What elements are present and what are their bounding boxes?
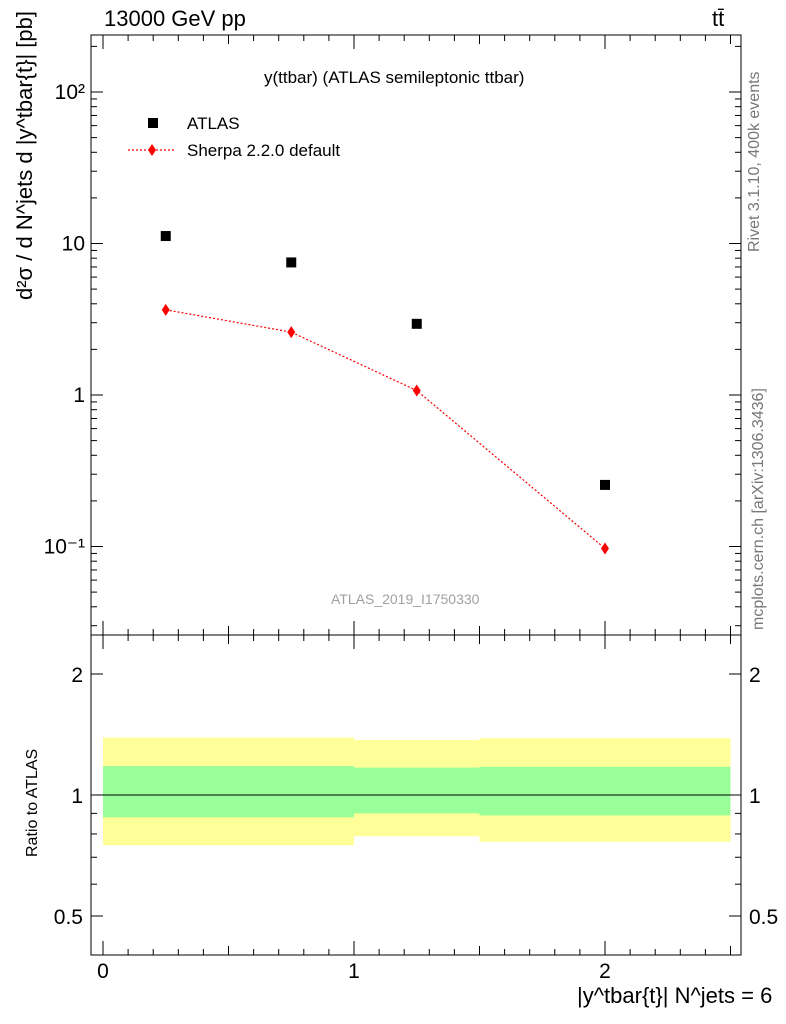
ratio-tick-label-right: 1 xyxy=(749,785,761,808)
y-tick-label: 10 xyxy=(62,233,85,256)
legend-label-atlas: ATLAS xyxy=(187,114,240,133)
ratio-axis-title: Ratio to ATLAS xyxy=(24,748,41,857)
y-axis-title: d²σ / d N^jets d |y^tbar{t}| [pb] xyxy=(12,10,37,300)
rivet-version-label: Rivet 3.1.10, 400k events xyxy=(746,71,763,252)
ratio-band-green xyxy=(354,767,480,814)
y-tick-label: 10² xyxy=(55,81,85,104)
energy-label: 13000 GeV pp xyxy=(104,6,246,31)
x-axis-title: |y^tbar{t}| N^jets = 6 xyxy=(577,983,773,1008)
y-tick-label: 10⁻¹ xyxy=(44,536,85,559)
atlas-point xyxy=(286,257,297,268)
atlas-point xyxy=(411,318,422,329)
ratio-tick-label: 0.5 xyxy=(54,906,83,929)
process-label: tt̄ xyxy=(712,6,725,31)
atlas-point xyxy=(600,479,610,490)
ratio-tick-label: 2 xyxy=(71,664,83,687)
mcplots-label: mcplots.cern.ch [arXiv:1306.3436] xyxy=(750,388,767,630)
sherpa-point xyxy=(412,384,421,397)
x-tick-label: 0 xyxy=(97,960,109,983)
ratio-uncertainty-bands xyxy=(103,737,731,846)
legend xyxy=(128,118,176,156)
ratio-band-green xyxy=(103,766,229,818)
sherpa-point xyxy=(287,326,296,339)
atlas-point xyxy=(160,231,171,242)
ratio-tick-label: 1 xyxy=(71,785,83,808)
legend-label-sherpa: Sherpa 2.2.0 default xyxy=(187,141,341,160)
x-tick-label: 1 xyxy=(348,960,360,983)
x-tick-label: 2 xyxy=(599,960,611,983)
sherpa-series-line xyxy=(165,309,606,549)
sherpa-point xyxy=(601,542,609,555)
ratio-band-green xyxy=(228,766,354,818)
legend-marker-atlas xyxy=(148,118,158,128)
ratio-tick-label-right: 2 xyxy=(749,664,761,687)
sherpa-point xyxy=(161,303,170,316)
ratio-band-green xyxy=(479,766,731,816)
ratio-tick-label-right: 0.5 xyxy=(749,906,778,929)
plot-title: y(ttbar) (ATLAS semileptonic ttbar) xyxy=(264,68,525,87)
analysis-watermark: ATLAS_2019_I1750330 xyxy=(331,591,480,607)
legend-marker-sherpa xyxy=(148,144,156,156)
y-tick-label: 1 xyxy=(73,384,85,407)
